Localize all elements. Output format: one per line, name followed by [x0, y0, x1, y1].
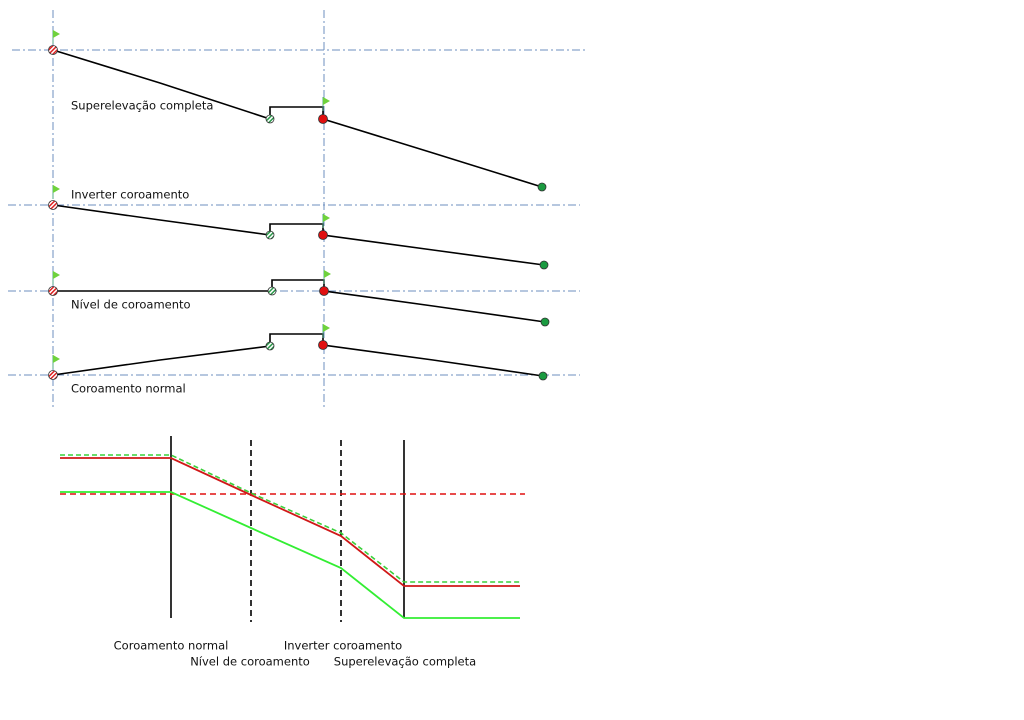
transition-label: Coroamento normal: [114, 639, 229, 653]
profile-label: Superelevação completa: [71, 99, 213, 113]
transition-label: Superelevação completa: [334, 655, 476, 669]
transition-label: Inverter coroamento: [284, 639, 402, 653]
profile-label: Nível de coroamento: [71, 298, 191, 312]
profile-label: Coroamento normal: [71, 382, 186, 396]
transition-label: Nível de coroamento: [190, 655, 310, 669]
markers: [48, 45, 550, 381]
axes: [8, 10, 585, 410]
profile-label: Inverter coroamento: [71, 188, 189, 202]
transition-diagram: [60, 436, 525, 622]
